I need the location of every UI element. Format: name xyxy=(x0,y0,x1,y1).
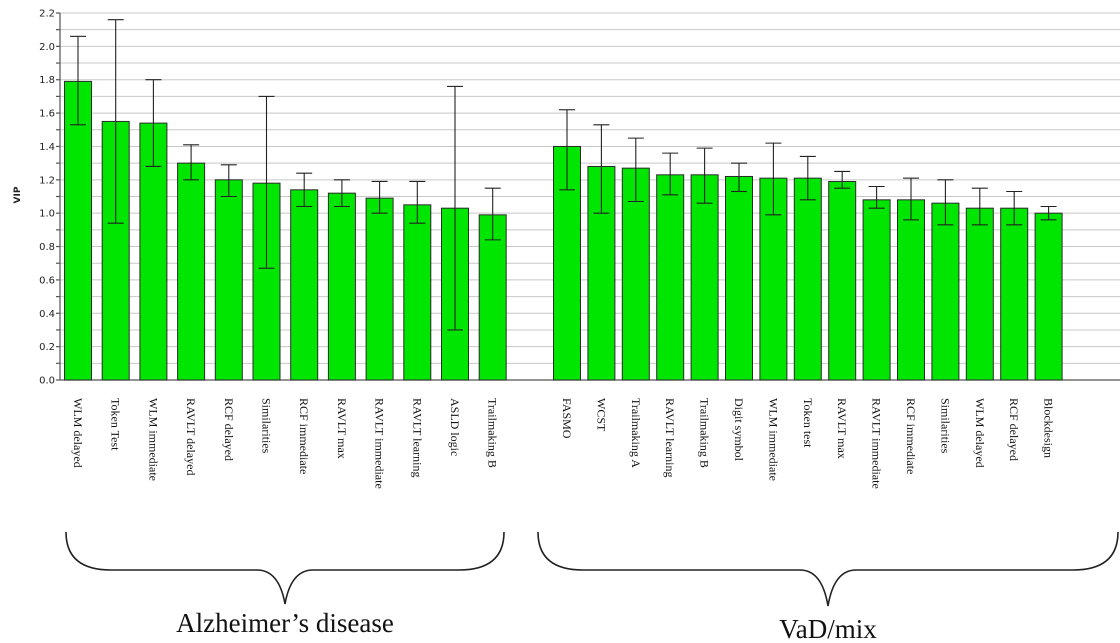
group-label-vad-mix: VaD/mix xyxy=(779,614,877,643)
y-tick-label: 0.6 xyxy=(39,275,55,286)
bar xyxy=(1034,212,1063,381)
y-tick-label: 0.0 xyxy=(39,376,55,387)
x-tick-label: Similarities xyxy=(938,398,952,454)
x-tick-label: ASLD logic xyxy=(448,398,462,456)
y-tick-label: 2.0 xyxy=(39,42,55,53)
x-tick-label: WLM immediate xyxy=(766,398,780,481)
bar xyxy=(1000,207,1029,381)
x-tick-label: RAVLT learning xyxy=(410,398,424,477)
y-tick-label: 1.0 xyxy=(39,209,55,220)
x-tick-label: Trailmaking B xyxy=(486,398,500,468)
bar xyxy=(656,174,685,381)
bar xyxy=(621,167,650,381)
y-tick-label: 0.2 xyxy=(39,342,55,353)
x-tick-label: WCST xyxy=(594,398,608,432)
x-tick-label: Blockdesign xyxy=(1042,398,1056,458)
group-label-alzheimers: Alzheimer’s disease xyxy=(176,608,394,638)
x-tick-label: Similarities xyxy=(260,398,274,454)
x-tick-label: RAVLT max xyxy=(335,398,349,459)
y-tick-label: 2.2 xyxy=(39,9,55,20)
x-tick-label: FASMO xyxy=(560,398,574,439)
x-tick-label: RAVLT immediate xyxy=(373,398,387,489)
x-tick-label: RCF delayed xyxy=(222,398,236,461)
bar xyxy=(793,177,822,381)
group-braces xyxy=(65,531,1119,607)
x-tick-label: RCF immediate xyxy=(297,398,311,474)
x-tick-label: WLM immediate xyxy=(146,398,160,481)
bar xyxy=(101,120,130,381)
x-tick-label: WLM delayed xyxy=(71,398,85,468)
y-tick-label: 1.8 xyxy=(39,75,55,86)
x-tick-label: RCF immediate xyxy=(904,398,918,474)
x-tick-label: Trailmaking B xyxy=(698,398,712,468)
group-brace xyxy=(537,531,1119,607)
x-tick-label: Token Test xyxy=(109,398,123,451)
y-tick-label: 0.8 xyxy=(39,242,55,253)
y-axis-label: VIP xyxy=(13,186,23,203)
bars xyxy=(64,80,1063,381)
bar xyxy=(177,162,206,381)
x-tick-label: Digit symbol xyxy=(732,398,746,462)
error-bars xyxy=(70,19,1057,331)
bar xyxy=(725,175,753,381)
group-brace xyxy=(65,531,505,605)
x-tick-labels: WLM delayed Token Test WLM immediate RAVLT … xyxy=(71,398,1056,489)
bar xyxy=(327,192,356,381)
bar xyxy=(965,207,994,381)
x-tick-label: Trailmaking A xyxy=(629,398,643,468)
bar xyxy=(214,179,243,381)
x-tick-label: WLM delayed xyxy=(973,398,987,468)
y-tick-label: 0.4 xyxy=(39,309,55,320)
x-tick-label: RCF delayed xyxy=(1007,398,1021,461)
bar xyxy=(365,197,394,381)
bar xyxy=(690,174,719,381)
bar xyxy=(862,199,891,381)
bar xyxy=(478,214,507,381)
bar xyxy=(290,189,319,381)
bar xyxy=(64,80,92,381)
bar xyxy=(897,199,925,381)
x-tick-label: RAVLT immediate xyxy=(870,398,884,489)
y-tick-label: 1.4 xyxy=(39,142,55,153)
bar xyxy=(931,202,960,381)
y-tick-label: 1.6 xyxy=(39,109,55,120)
bar xyxy=(828,180,857,381)
x-tick-label: RAVLT learning xyxy=(663,398,677,477)
bar xyxy=(403,204,432,381)
x-tick-label: Token test xyxy=(801,398,815,448)
y-tick-label: 1.2 xyxy=(39,175,55,186)
x-tick-label: RAVLT delayed xyxy=(184,398,198,475)
x-tick-label: RAVLT max xyxy=(835,398,849,459)
